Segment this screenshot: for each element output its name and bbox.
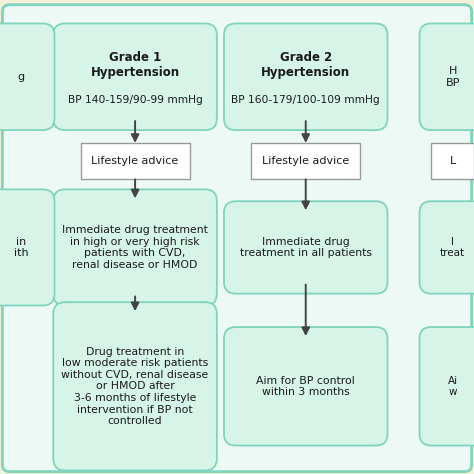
- Text: I
treat: I treat: [440, 237, 465, 258]
- FancyBboxPatch shape: [224, 327, 387, 446]
- FancyBboxPatch shape: [251, 143, 360, 179]
- Text: Aim for BP control
within 3 months: Aim for BP control within 3 months: [256, 375, 355, 397]
- FancyBboxPatch shape: [81, 143, 190, 179]
- FancyBboxPatch shape: [0, 190, 55, 306]
- FancyBboxPatch shape: [224, 201, 387, 294]
- Text: Ai
w: Ai w: [447, 375, 458, 397]
- FancyBboxPatch shape: [419, 327, 474, 446]
- Text: Lifestyle advice: Lifestyle advice: [262, 156, 349, 166]
- FancyBboxPatch shape: [419, 201, 474, 294]
- Text: BP 160-179/100-109 mmHg: BP 160-179/100-109 mmHg: [231, 95, 380, 105]
- Text: Lifestyle advice: Lifestyle advice: [91, 156, 179, 166]
- Text: Immediate drug treatment
in high or very high risk
patients with CVD,
renal dise: Immediate drug treatment in high or very…: [62, 225, 208, 270]
- FancyBboxPatch shape: [419, 24, 474, 130]
- Text: Grade 2
Hypertension: Grade 2 Hypertension: [261, 51, 350, 79]
- Text: H
BP: H BP: [446, 66, 460, 88]
- FancyBboxPatch shape: [53, 24, 217, 130]
- Text: Grade 1
Hypertension: Grade 1 Hypertension: [91, 51, 180, 79]
- Text: in
ith: in ith: [14, 237, 28, 258]
- FancyBboxPatch shape: [0, 24, 55, 130]
- Text: Immediate drug
treatment in all patients: Immediate drug treatment in all patients: [240, 237, 372, 258]
- FancyBboxPatch shape: [431, 143, 474, 179]
- FancyBboxPatch shape: [53, 190, 217, 306]
- Text: Drug treatment in
low moderate risk patients
without CVD, renal disease
or HMOD : Drug treatment in low moderate risk pati…: [62, 346, 209, 426]
- FancyBboxPatch shape: [53, 302, 217, 470]
- Text: BP 140-159/90-99 mmHg: BP 140-159/90-99 mmHg: [68, 95, 202, 105]
- Text: g: g: [18, 72, 25, 82]
- Text: L: L: [449, 156, 456, 166]
- FancyBboxPatch shape: [2, 5, 472, 472]
- FancyBboxPatch shape: [224, 24, 387, 130]
